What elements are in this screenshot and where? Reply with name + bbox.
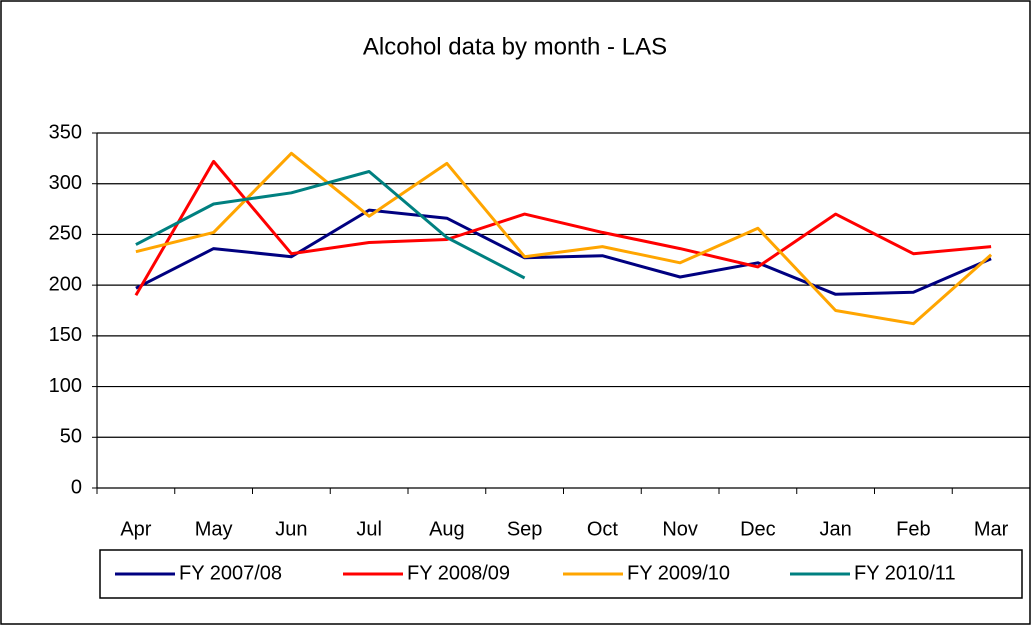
y-tick-label: 200 (49, 273, 82, 295)
legend-label: FY 2010/11 (854, 562, 956, 584)
x-tick-label: Jul (356, 518, 382, 540)
y-tick-label: 100 (49, 375, 82, 397)
x-tick-label: Oct (587, 518, 619, 540)
chart-title: Alcohol data by month - LAS (363, 33, 667, 60)
series-line (134, 159, 992, 297)
legend-label: FY 2009/10 (627, 562, 730, 584)
legend-label: FY 2008/09 (407, 562, 510, 584)
y-tick-label: 0 (71, 476, 82, 498)
y-tick-label: 300 (49, 172, 82, 194)
x-tick-label: Mar (974, 518, 1009, 540)
series-line (135, 208, 992, 296)
x-tick-label: Nov (662, 518, 698, 540)
x-tick-label: Sep (507, 518, 543, 540)
x-tick-label: Apr (120, 518, 151, 540)
y-tick-label: 50 (60, 426, 82, 448)
series-line (135, 151, 993, 326)
x-tick-label: Jun (275, 518, 307, 540)
legend-label: FY 2007/08 (179, 562, 282, 584)
y-tick-label: 250 (49, 223, 82, 245)
x-tick-label: Dec (740, 518, 776, 540)
y-tick-label: 350 (49, 121, 82, 143)
x-tick-label: Jan (820, 518, 852, 540)
legend-box (99, 549, 1023, 599)
x-tick-label: Aug (429, 518, 465, 540)
x-tick-label: May (195, 518, 233, 540)
y-tick-label: 150 (49, 324, 82, 346)
series-line (135, 170, 526, 280)
x-tick-label: Feb (896, 518, 930, 540)
